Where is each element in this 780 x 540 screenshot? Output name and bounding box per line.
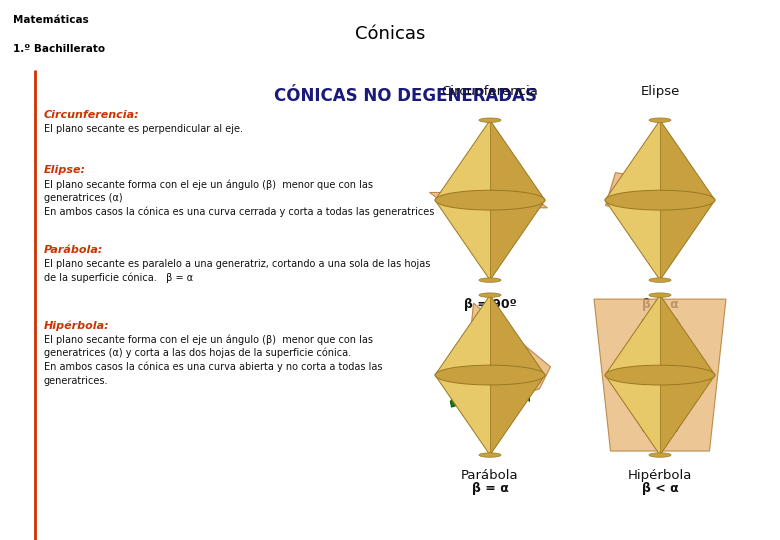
Text: Parábola:: Parábola:: [44, 245, 104, 255]
Text: CÓNICAS NO DEGENERADAS: CÓNICAS NO DEGENERADAS: [274, 87, 537, 105]
Ellipse shape: [479, 118, 501, 123]
Ellipse shape: [479, 278, 501, 282]
Polygon shape: [627, 399, 693, 431]
Ellipse shape: [479, 293, 501, 298]
Ellipse shape: [480, 195, 513, 205]
Text: Elipse: Elipse: [640, 85, 679, 98]
Text: s|m: s|m: [701, 17, 767, 51]
Ellipse shape: [435, 365, 545, 385]
Text: El plano secante es paralelo a una generatriz, cortando a una sola de las hojas
: El plano secante es paralelo a una gener…: [44, 259, 431, 283]
Text: El plano secante forma con el eje un ángulo (β)  menor que con las
generatrices : El plano secante forma con el eje un áng…: [44, 179, 434, 217]
Ellipse shape: [479, 453, 501, 457]
Text: Circunferencia: Circunferencia: [441, 85, 538, 98]
Text: Hipérbola:: Hipérbola:: [44, 320, 110, 330]
Text: β > α: β > α: [642, 298, 679, 311]
Text: Circunferencia:: Circunferencia:: [44, 110, 140, 120]
Ellipse shape: [649, 453, 671, 457]
Polygon shape: [605, 295, 660, 375]
Polygon shape: [490, 375, 545, 455]
Text: Parábola: Parábola: [461, 469, 519, 482]
Text: β < α: β < α: [642, 482, 679, 495]
Ellipse shape: [605, 190, 715, 210]
Polygon shape: [627, 319, 693, 351]
Polygon shape: [605, 200, 660, 280]
Ellipse shape: [649, 293, 671, 298]
Polygon shape: [435, 200, 490, 280]
Polygon shape: [435, 120, 490, 200]
Polygon shape: [463, 303, 551, 415]
Polygon shape: [605, 375, 660, 455]
Ellipse shape: [649, 278, 671, 282]
Text: Elipse:: Elipse:: [44, 165, 86, 175]
Polygon shape: [660, 120, 715, 200]
Text: Cónicas: Cónicas: [355, 25, 425, 43]
Polygon shape: [605, 173, 704, 219]
Polygon shape: [490, 120, 545, 200]
Ellipse shape: [435, 190, 545, 210]
Text: Matemáticas: Matemáticas: [13, 16, 89, 25]
Text: El plano secante forma con el eje un ángulo (β)  menor que con las
generatrices : El plano secante forma con el eje un áng…: [44, 334, 382, 386]
Text: 1.º Bachillerato: 1.º Bachillerato: [13, 44, 105, 53]
Ellipse shape: [605, 365, 715, 385]
Ellipse shape: [649, 118, 671, 123]
Text: Hipérbola: Hipérbola: [628, 469, 692, 482]
Polygon shape: [435, 375, 490, 455]
Polygon shape: [660, 200, 715, 280]
Text: β = α: β = α: [472, 482, 509, 495]
Polygon shape: [594, 299, 726, 451]
Text: El plano secante es perpendicular al eje.: El plano secante es perpendicular al eje…: [44, 124, 243, 134]
Ellipse shape: [646, 189, 679, 203]
Polygon shape: [605, 120, 660, 200]
Polygon shape: [660, 295, 715, 375]
Polygon shape: [660, 375, 715, 455]
Polygon shape: [450, 369, 530, 407]
Polygon shape: [490, 295, 545, 375]
Polygon shape: [490, 200, 545, 280]
Polygon shape: [430, 192, 548, 208]
Polygon shape: [435, 295, 490, 375]
Text: β = 90º: β = 90º: [463, 298, 516, 311]
